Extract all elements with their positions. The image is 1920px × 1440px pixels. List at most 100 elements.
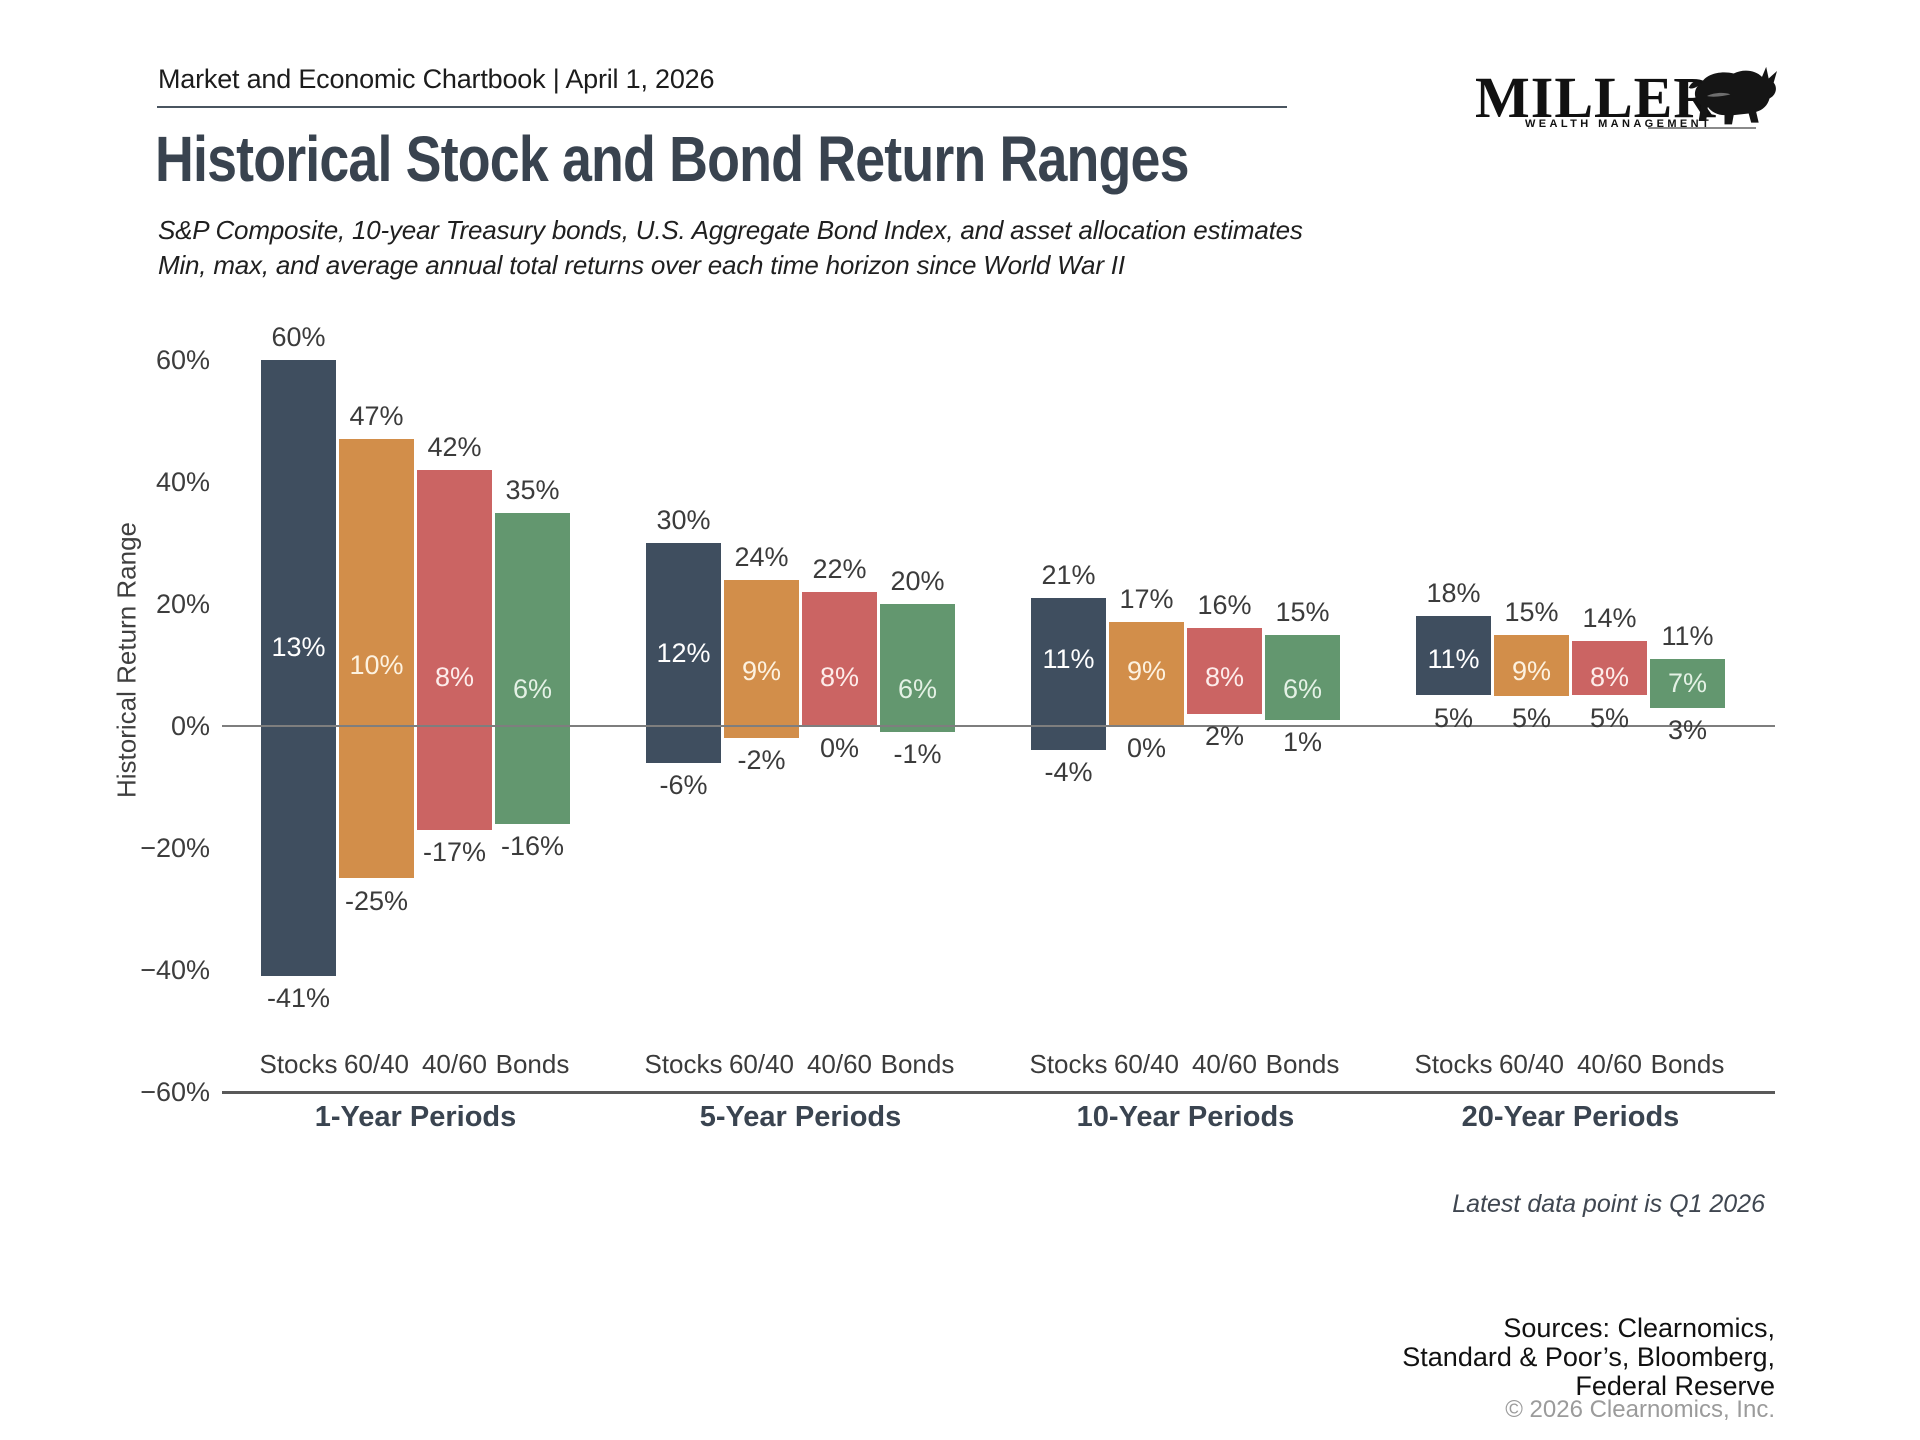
y-tick-label: −40% [140,955,210,985]
bar-min-label: 0% [819,733,860,763]
period-label: 5-Year Periods [699,1101,902,1133]
bar-max-label: 42% [427,431,482,462]
zero-gridline [222,725,1775,727]
category-label: 40/60 [806,1049,873,1079]
bar-min-label: -4% [1044,757,1093,788]
period-label: 10-Year Periods [1076,1101,1295,1133]
bar-max-label: 47% [349,401,404,432]
miller-wealth-logo: MILLER WEALTH MANAGEMENT [1470,60,1800,140]
bar-min-label: -17% [422,836,487,867]
bar-avg-label: 13% [271,631,326,662]
bull-icon [1688,66,1777,125]
y-tick-label: 40% [155,467,210,497]
y-tick-label: −60% [140,1077,210,1107]
y-tick-label: −20% [140,833,210,863]
chart-subtitle: S&P Composite, 10-year Treasury bonds, U… [158,213,1303,283]
sources-line-1: Sources: Clearnomics, [1503,1313,1775,1343]
bar-max-label: 14% [1582,602,1637,633]
sources-line-2: Standard & Poor’s, Bloomberg, [1402,1342,1775,1372]
bar-max-label: 24% [734,541,789,572]
bar-avg-label: 6% [1282,674,1323,705]
y-tick-label: 60% [155,345,210,375]
category-label: Stocks [1029,1049,1108,1079]
y-tick-label: 0% [170,711,210,741]
bar-avg-label: 11% [1427,643,1480,674]
bar-avg-label: 11% [1042,643,1095,674]
range-bar [417,469,492,830]
sources-block: Sources: Clearnomics, Standard & Poor’s,… [975,1314,1775,1401]
bar-avg-label: 7% [1667,668,1708,699]
bar-min-label: -25% [344,885,409,916]
bar-min-label: -16% [500,830,565,861]
bar-avg-label: 9% [1126,656,1167,687]
range-bar [1187,628,1262,714]
range-bar [339,439,414,879]
y-axis-title: Historical Return Range [111,521,142,799]
bar-avg-label: 6% [897,674,938,705]
bar-max-label: 18% [1426,578,1481,609]
range-bar [1109,622,1184,726]
bar-min-label: 0% [1126,733,1167,763]
bar-min-label: 1% [1282,726,1323,757]
page-title: Historical Stock and Bond Return Ranges [155,123,1189,195]
bar-min-label: -1% [893,739,942,770]
bar-avg-label: 12% [656,637,711,668]
category-label: 40/60 [1576,1049,1643,1079]
logo-ground-line [1648,127,1756,129]
bar-max-label: 60% [271,322,326,352]
period-label: 1-Year Periods [314,1101,517,1133]
range-bar [1650,658,1725,708]
header-divider [157,106,1287,108]
bar-max-label: 20% [890,566,945,596]
range-bar [880,604,955,733]
bar-min-label: -6% [659,769,708,800]
bar-max-label: 30% [656,505,711,535]
bar-max-label: 21% [1041,559,1096,590]
sources-line-3: Federal Reserve [1575,1371,1775,1401]
logo-brand-text: MILLER [1475,65,1717,130]
category-label: Stocks [1414,1049,1493,1079]
category-label: 60/40 [343,1049,410,1079]
bar-max-label: 17% [1119,584,1174,615]
category-label: Bonds [880,1049,955,1079]
range-bar [1031,597,1106,751]
category-label: 60/40 [728,1049,795,1079]
subtitle-line-2: Min, max, and average annual total retur… [158,250,1125,280]
bar-avg-label: 8% [1589,662,1630,693]
bar-min-label: 2% [1204,720,1245,751]
range-bar [261,360,336,977]
category-label: Stocks [644,1049,723,1079]
bar-min-label: 3% [1667,714,1708,745]
range-bar [1572,640,1647,696]
category-label: Bonds [495,1049,570,1079]
bar-min-label: -41% [266,983,331,1014]
bar-min-label: 5% [1589,702,1630,733]
y-tick-label: 20% [155,589,210,619]
category-label: Bonds [1650,1049,1725,1079]
latest-data-footnote: Latest data point is Q1 2026 [1452,1190,1765,1218]
bar-avg-label: 8% [819,662,860,693]
bar-max-label: 15% [1275,596,1330,627]
bar-max-label: 22% [812,553,867,584]
range-bar [1494,634,1569,696]
category-label: Bonds [1265,1049,1340,1079]
range-bar [1416,616,1491,696]
bar-max-label: 15% [1504,596,1559,627]
bar-max-label: 11% [1661,620,1714,651]
category-label: 40/60 [421,1049,488,1079]
category-label: Stocks [259,1049,338,1079]
bar-max-label: 16% [1197,590,1252,621]
bar-min-label: 5% [1433,702,1474,733]
bar-avg-label: 8% [1204,662,1245,693]
bar-avg-label: 9% [1511,656,1552,687]
range-bar [1265,634,1340,720]
bar-avg-label: 8% [434,662,475,693]
bar-avg-label: 10% [349,650,404,680]
range-bar [495,512,570,824]
range-bar [802,591,877,726]
copyright-text: © 2026 Clearnomics, Inc. [1505,1396,1775,1423]
category-label: 60/40 [1113,1049,1180,1079]
bar-min-label: 5% [1511,702,1552,733]
